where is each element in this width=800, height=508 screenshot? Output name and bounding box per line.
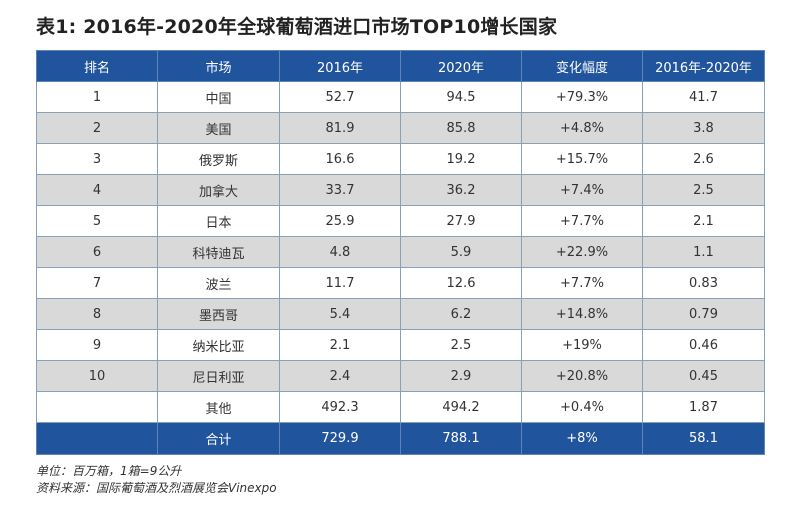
- table-cell: 11.7: [279, 267, 401, 299]
- header-2020: 2020年: [400, 50, 522, 82]
- table-cell: +7.7%: [521, 267, 643, 299]
- table-cell: 2.6: [642, 143, 765, 175]
- table-cell: 9: [36, 329, 158, 361]
- table-cell: 纳米比亚: [157, 329, 280, 361]
- total-cell: +8%: [521, 422, 643, 455]
- data-table: 排名 市场 2016年 2020年 变化幅度 2016年-2020年 1 中国 52…: [36, 50, 765, 455]
- table-body: 1 中国 52.7 94.5 +79.3% 41.7 2 美国 81.9 85.8 +4.8% 3.8…: [36, 81, 765, 423]
- table-cell: +7.4%: [521, 174, 643, 206]
- table-cell: 10: [36, 360, 158, 392]
- table-cell: 8: [36, 298, 158, 330]
- table-cell: 33.7: [279, 174, 401, 206]
- table-row: 其他 492.3 494.2 +0.4% 1.87: [36, 391, 765, 423]
- table-header-row: 排名 市场 2016年 2020年 变化幅度 2016年-2020年: [36, 50, 765, 82]
- table-cell: +15.7%: [521, 143, 643, 175]
- table-row: 3 俄罗斯 16.6 19.2 +15.7% 2.6: [36, 143, 765, 175]
- table-cell: 5.9: [400, 236, 522, 268]
- table-row: 1 中国 52.7 94.5 +79.3% 41.7: [36, 81, 765, 113]
- table-cell: 0.45: [642, 360, 765, 392]
- table-cell: 6.2: [400, 298, 522, 330]
- table-cell: 2: [36, 112, 158, 144]
- table-cell: 俄罗斯: [157, 143, 280, 175]
- table-cell: [36, 391, 158, 423]
- total-cell: 58.1: [642, 422, 765, 455]
- table-row: 4 加拿大 33.7 36.2 +7.4% 2.5: [36, 174, 765, 206]
- header-diff: 2016年-2020年: [642, 50, 765, 82]
- table-cell: 36.2: [400, 174, 522, 206]
- total-cell: 729.9: [279, 422, 401, 455]
- table-cell: +0.4%: [521, 391, 643, 423]
- table-cell: 尼日利亚: [157, 360, 280, 392]
- table-cell: 6: [36, 236, 158, 268]
- table-cell: +20.8%: [521, 360, 643, 392]
- table-cell: 27.9: [400, 205, 522, 237]
- table-row: 5 日本 25.9 27.9 +7.7% 2.1: [36, 205, 765, 237]
- table-cell: +79.3%: [521, 81, 643, 113]
- table-cell: 0.79: [642, 298, 765, 330]
- table-cell: 2.1: [279, 329, 401, 361]
- table-row: 8 墨西哥 5.4 6.2 +14.8% 0.79: [36, 298, 765, 330]
- table-cell: +4.8%: [521, 112, 643, 144]
- table-cell: 美国: [157, 112, 280, 144]
- table-cell: 85.8: [400, 112, 522, 144]
- table-cell: 41.7: [642, 81, 765, 113]
- table-cell: 2.9: [400, 360, 522, 392]
- table-cell: 494.2: [400, 391, 522, 423]
- table-cell: 25.9: [279, 205, 401, 237]
- table-cell: 2.5: [642, 174, 765, 206]
- table-cell: 52.7: [279, 81, 401, 113]
- table-row: 2 美国 81.9 85.8 +4.8% 3.8: [36, 112, 765, 144]
- source-note: 资料来源：国际葡萄酒及烈酒展览会Vinexpo: [36, 481, 277, 495]
- table-cell: 墨西哥: [157, 298, 280, 330]
- table-cell: +7.7%: [521, 205, 643, 237]
- table-cell: 0.46: [642, 329, 765, 361]
- page-title: 表1: 2016年-2020年全球葡萄酒进口市场TOP10增长国家: [36, 16, 558, 38]
- table-cell: 5: [36, 205, 158, 237]
- table-cell: 1: [36, 81, 158, 113]
- table-cell: 日本: [157, 205, 280, 237]
- total-cell: 788.1: [400, 422, 522, 455]
- unit-note: 单位：百万箱，1箱=9公升: [36, 464, 182, 478]
- header-change: 变化幅度: [521, 50, 643, 82]
- table-cell: 7: [36, 267, 158, 299]
- table-cell: 2.5: [400, 329, 522, 361]
- table-cell: 5.4: [279, 298, 401, 330]
- table-cell: 3: [36, 143, 158, 175]
- table-cell: 1.87: [642, 391, 765, 423]
- total-cell: [36, 422, 158, 455]
- header-2016: 2016年: [279, 50, 401, 82]
- table-cell: 3.8: [642, 112, 765, 144]
- table-cell: 4.8: [279, 236, 401, 268]
- table-cell: 其他: [157, 391, 280, 423]
- table-cell: 94.5: [400, 81, 522, 113]
- table-cell: +22.9%: [521, 236, 643, 268]
- table-cell: 4: [36, 174, 158, 206]
- header-rank: 排名: [36, 50, 158, 82]
- table-cell: 16.6: [279, 143, 401, 175]
- table-row: 7 波兰 11.7 12.6 +7.7% 0.83: [36, 267, 765, 299]
- header-market: 市场: [157, 50, 280, 82]
- table-cell: 加拿大: [157, 174, 280, 206]
- table-row: 10 尼日利亚 2.4 2.9 +20.8% 0.45: [36, 360, 765, 392]
- table-cell: 1.1: [642, 236, 765, 268]
- table-row: 6 科特迪瓦 4.8 5.9 +22.9% 1.1: [36, 236, 765, 268]
- total-cell: 合计: [157, 422, 280, 455]
- table-cell: 492.3: [279, 391, 401, 423]
- table-cell: 0.83: [642, 267, 765, 299]
- table-cell: 中国: [157, 81, 280, 113]
- table-cell: 19.2: [400, 143, 522, 175]
- table-cell: 科特迪瓦: [157, 236, 280, 268]
- table-cell: 波兰: [157, 267, 280, 299]
- table-cell: 12.6: [400, 267, 522, 299]
- table-cell: +19%: [521, 329, 643, 361]
- table-cell: 2.1: [642, 205, 765, 237]
- table-row: 9 纳米比亚 2.1 2.5 +19% 0.46: [36, 329, 765, 361]
- table-cell: 2.4: [279, 360, 401, 392]
- table-cell: +14.8%: [521, 298, 643, 330]
- table-total-row: 合计 729.9 788.1 +8% 58.1: [36, 422, 765, 455]
- table-cell: 81.9: [279, 112, 401, 144]
